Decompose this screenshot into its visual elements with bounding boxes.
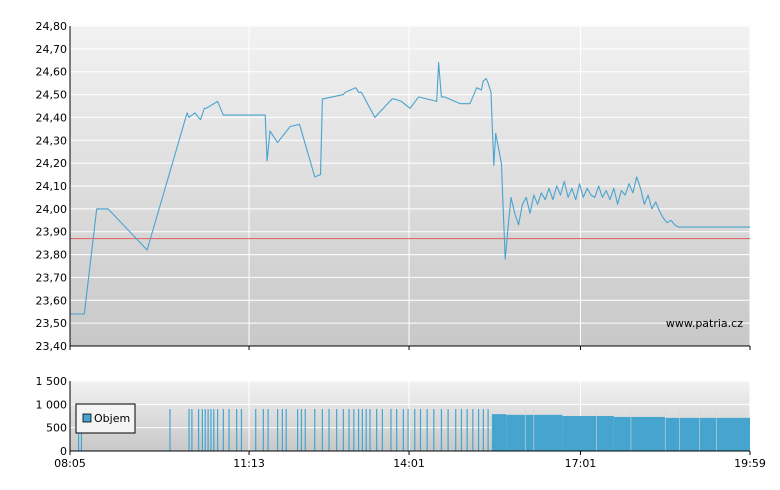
volume-bar — [336, 409, 338, 451]
volume-bar — [491, 414, 507, 451]
volume-bar — [466, 409, 468, 451]
volume-legend: Objem — [75, 403, 136, 434]
volume-bar — [267, 409, 269, 451]
volume-bar — [204, 409, 206, 451]
time-axis: 08:05 11:13 14:01 17:01 19:59 — [54, 346, 766, 470]
price-axis: 23,40 23,50 23,60 23,70 23,80 23,90 24,00 24,10… — [36, 20, 750, 353]
volume-bar — [506, 414, 563, 451]
volume-bar — [228, 409, 230, 451]
price-y-tick-label: 23,80 — [36, 249, 68, 262]
volume-bar — [201, 409, 203, 451]
volume-bar — [381, 409, 383, 451]
legend-swatch — [82, 413, 92, 423]
price-y-tick-label: 24,00 — [36, 203, 68, 216]
time-tick-label: 17:01 — [565, 457, 597, 470]
volume-bar — [207, 409, 209, 451]
volume-bar — [460, 409, 463, 451]
price-y-tick-label: 24,80 — [36, 20, 68, 33]
price-y-tick-label: 24,50 — [36, 89, 68, 102]
volume-bar — [402, 409, 404, 451]
volume-bar — [300, 409, 303, 451]
volume-bar — [376, 409, 378, 451]
volume-bar — [314, 409, 316, 451]
volume-bar — [281, 409, 283, 451]
volume-bar — [297, 409, 299, 451]
watermark-text: www.patria.cz — [666, 317, 743, 330]
volume-bar — [390, 409, 392, 451]
volume-bar — [304, 409, 306, 451]
volume-bar — [348, 409, 350, 451]
volume-bar — [365, 409, 367, 451]
volume-bar — [407, 409, 409, 451]
volume-bar — [414, 409, 416, 451]
volume-bar — [426, 409, 428, 451]
price-y-tick-label: 24,40 — [36, 111, 68, 124]
price-chart: 23,40 23,50 23,60 23,70 23,80 23,90 24,00 24,10… — [36, 20, 751, 353]
volume-bar — [562, 416, 614, 451]
volume-bar — [285, 409, 287, 451]
price-y-tick-label: 23,40 — [36, 340, 68, 353]
price-y-tick-label: 24,60 — [36, 66, 68, 79]
volume-bar — [613, 416, 666, 451]
volume-bar — [188, 409, 190, 451]
volume-bar — [321, 409, 323, 451]
price-y-tick-label: 23,70 — [36, 271, 68, 284]
volume-bar — [255, 409, 257, 451]
volume-bar — [240, 409, 243, 451]
volume-chart: 0 500 1 000 1 500 08:05 11:13 14:01 17:01 19:59… — [36, 346, 766, 470]
price-y-tick-label: 24,70 — [36, 43, 68, 56]
price-series — [70, 62, 750, 315]
volume-bar — [236, 409, 238, 451]
volume-bars — [77, 409, 750, 451]
volume-bar — [665, 417, 750, 451]
volume-bar — [440, 409, 443, 451]
volume-bar — [353, 409, 355, 451]
volume-bar — [447, 409, 449, 451]
legend-label: Objem — [94, 412, 130, 425]
volume-y-tick-label: 500 — [46, 422, 67, 435]
volume-bar — [262, 409, 264, 451]
volume-bar — [369, 409, 371, 451]
volume-bar — [222, 409, 224, 451]
volume-bar — [361, 409, 363, 451]
price-y-tick-label: 24,20 — [36, 157, 68, 170]
price-y-tick-label: 23,90 — [36, 226, 68, 239]
time-tick-label: 08:05 — [54, 457, 86, 470]
volume-bar — [433, 409, 435, 451]
volume-bar — [396, 409, 398, 451]
price-y-tick-label: 24,10 — [36, 180, 68, 193]
volume-y-tick-label: 1 500 — [36, 375, 68, 388]
time-tick-label: 11:13 — [233, 457, 265, 470]
volume-bar — [482, 409, 484, 451]
price-y-tick-label: 23,50 — [36, 317, 68, 330]
volume-bar — [197, 409, 200, 451]
volume-bar — [213, 409, 215, 451]
volume-bar — [217, 409, 219, 451]
volume-bar — [328, 409, 330, 451]
time-tick-label: 14:01 — [393, 457, 425, 470]
time-tick-label: 19:59 — [734, 457, 766, 470]
volume-bar — [169, 409, 171, 451]
volume-bar — [277, 409, 279, 451]
volume-bar — [342, 409, 344, 451]
volume-bar — [419, 409, 422, 451]
volume-y-tick-label: 1 000 — [36, 398, 68, 411]
price-line — [70, 62, 750, 315]
volume-axis: 0 500 1 000 1 500 — [36, 375, 750, 458]
volume-bar — [472, 409, 474, 451]
volume-bar — [455, 409, 457, 451]
volume-y-tick-label: 0 — [60, 445, 67, 458]
volume-bar — [477, 409, 480, 451]
volume-bar — [210, 409, 212, 451]
volume-bar — [191, 409, 193, 451]
price-y-tick-label: 23,60 — [36, 294, 68, 307]
price-y-tick-label: 24,30 — [36, 134, 68, 147]
volume-bar — [487, 409, 489, 451]
volume-bar — [357, 409, 360, 451]
